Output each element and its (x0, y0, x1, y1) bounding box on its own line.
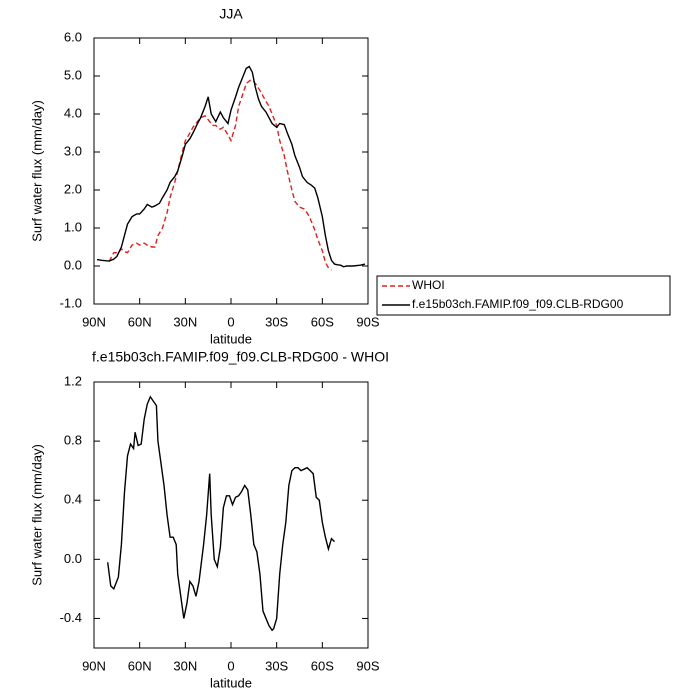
y-axis-label: Surf water flux (mm/day) (29, 444, 44, 586)
x-tick-label: 60N (128, 314, 152, 329)
data-line (108, 78, 332, 271)
y-tick-label: 1.0 (64, 219, 82, 234)
x-tick-label: 90S (356, 658, 379, 673)
y-tick-label: 6.0 (64, 29, 82, 44)
y-tick-label: -1.0 (60, 295, 82, 310)
legend-label: WHOI (412, 278, 445, 292)
x-axis-label: latitude (210, 331, 252, 346)
x-tick-label: 90N (82, 314, 106, 329)
y-axis-label: Surf water flux (mm/day) (29, 100, 44, 242)
x-axis-label: latitude (210, 675, 252, 690)
y-tick-label: -0.4 (60, 610, 82, 625)
y-tick-label: 3.0 (64, 143, 82, 158)
legend-label: f.e15b03ch.FAMIP.f09_f09.CLB-RDG00 (412, 297, 624, 311)
x-tick-label: 30N (173, 658, 197, 673)
plot-frame (93, 381, 369, 649)
legend-box (376, 275, 671, 316)
x-tick-label: 30N (173, 314, 197, 329)
y-tick-label: 5.0 (64, 67, 82, 82)
y-tick-label: 0.0 (64, 257, 82, 272)
y-tick-label: 2.0 (64, 181, 82, 196)
chart-title: JJA (219, 6, 243, 22)
x-tick-label: 30S (265, 314, 288, 329)
x-tick-label: 60S (311, 658, 334, 673)
y-tick-label: 0.8 (64, 433, 82, 448)
y-tick-label: 4.0 (64, 105, 82, 120)
data-line (107, 395, 335, 632)
x-tick-label: 0 (227, 658, 234, 673)
data-line (96, 65, 366, 268)
y-tick-label: 0.0 (64, 551, 82, 566)
x-tick-label: 90N (82, 658, 106, 673)
chart-title: f.e15b03ch.FAMIP.f09_f09.CLB-RDG00 - WHO… (92, 349, 389, 365)
x-tick-label: 60S (311, 314, 334, 329)
x-tick-label: 90S (356, 314, 379, 329)
x-tick-label: 60N (128, 658, 152, 673)
x-tick-label: 30S (265, 658, 288, 673)
x-tick-label: 0 (227, 314, 234, 329)
y-tick-label: 0.4 (64, 492, 82, 507)
y-tick-label: 1.2 (64, 373, 82, 388)
